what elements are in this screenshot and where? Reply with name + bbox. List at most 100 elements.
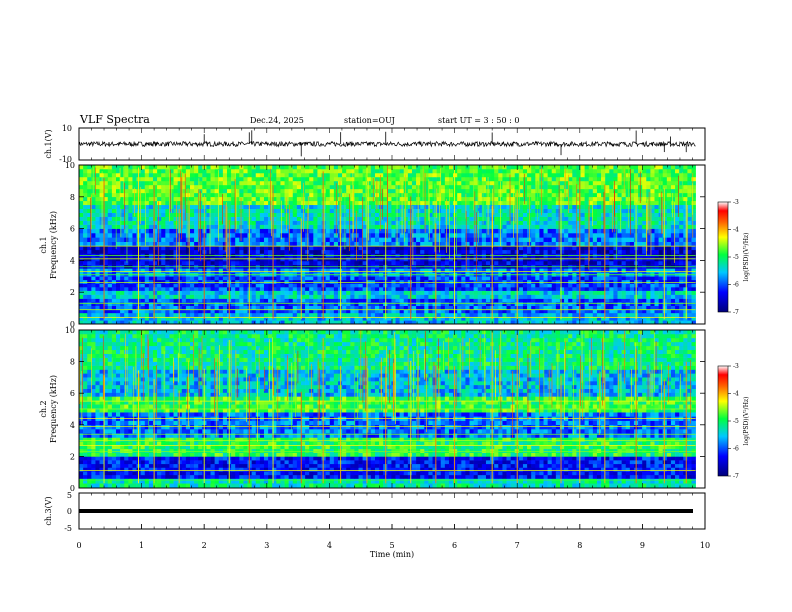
spectrogram-cell	[609, 241, 614, 247]
spectrogram-cell	[391, 312, 396, 317]
spectrogram-cell	[670, 320, 676, 325]
spectrogram-cell	[346, 241, 351, 247]
spectrogram-cell	[333, 309, 339, 314]
spectrogram-cell	[177, 220, 183, 225]
spectrogram-cell	[268, 196, 273, 202]
spectrogram-cell	[177, 305, 183, 310]
spectrogram-cell	[177, 283, 183, 288]
spectrogram-cell	[568, 228, 573, 234]
spectrogram-cell	[305, 232, 310, 238]
spectrogram-cell	[568, 204, 573, 210]
spectrogram-cell	[543, 196, 548, 202]
spectrogram-cell	[675, 279, 680, 284]
spectrogram-cell	[185, 316, 191, 321]
spectrogram-cell	[148, 260, 154, 265]
spectrogram-cell	[181, 309, 187, 314]
spectrogram-cell	[588, 212, 594, 217]
spectrogram-cell	[662, 276, 668, 281]
spectrogram-cell	[428, 279, 433, 284]
spectrogram-cell	[465, 294, 470, 299]
spectrogram-cell	[210, 232, 215, 238]
spectrogram-cell	[576, 287, 581, 291]
spectrogram-cell	[387, 196, 392, 202]
spectrogram-cell	[325, 216, 331, 221]
spectrogram-cell	[547, 312, 553, 317]
spectrogram-cell	[436, 212, 442, 217]
spectrogram-cell	[292, 287, 298, 291]
spectrogram-cell	[547, 309, 553, 314]
spectrogram-cell	[107, 316, 113, 321]
spectrogram-cell	[317, 287, 322, 291]
spectrogram-cell	[444, 237, 450, 243]
spectrogram-cell	[243, 268, 248, 273]
spectrogram-cell	[350, 246, 355, 251]
spectrogram-cell	[165, 241, 170, 247]
spectrogram-cell	[531, 212, 536, 217]
spectrogram-cell	[543, 312, 548, 317]
spectrogram-cell	[79, 260, 84, 265]
spectrogram-cell	[675, 216, 680, 221]
spectrogram-cell	[494, 312, 499, 317]
spectrogram-cell	[79, 208, 84, 213]
spectrogram-cell	[498, 279, 503, 284]
spectrogram-cell	[588, 287, 594, 291]
spectrogram-cell	[259, 257, 265, 262]
spectrogram-cell	[407, 276, 413, 281]
spectrogram-cell	[436, 309, 442, 314]
spectrogram-cell	[691, 232, 696, 238]
spectrogram-cell	[247, 312, 252, 317]
spectrogram-cell	[259, 276, 265, 281]
spectrogram-cell	[465, 257, 470, 262]
spectrogram-cell	[601, 220, 606, 225]
spectrogram-cell	[420, 241, 425, 247]
spectrogram-cell	[337, 298, 343, 303]
spectrogram-cell	[346, 232, 351, 238]
spectrogram-cell	[564, 257, 569, 262]
spectrogram-cell	[609, 268, 614, 273]
spectrogram-cell	[263, 305, 269, 310]
spectrogram-cell	[403, 294, 409, 299]
spectrogram-cell	[605, 312, 610, 317]
spectrogram-cell	[527, 290, 532, 295]
spectrogram-cell	[453, 241, 458, 247]
spectrogram-cell	[165, 249, 170, 254]
spectrogram-cell	[592, 257, 598, 262]
spectrogram-cell	[210, 200, 215, 206]
spectrogram-cell	[687, 276, 692, 281]
spectrogram-cell	[128, 237, 133, 243]
spectrogram-cell	[662, 257, 668, 262]
spectrogram-cell	[165, 196, 170, 202]
spectrogram-cell	[522, 246, 528, 251]
spectrogram-cell	[140, 290, 146, 295]
spectrogram-cell	[559, 298, 565, 303]
spectrogram-cell	[457, 208, 462, 213]
spectrogram-cell	[551, 298, 557, 303]
spectrogram-cell	[638, 320, 643, 325]
spectrogram-cell	[621, 224, 627, 229]
spectrogram-cell	[395, 283, 400, 288]
spectrogram-cell	[621, 302, 627, 307]
spectrogram-cell	[161, 316, 166, 321]
spectrogram-cell	[638, 302, 643, 307]
spectrogram-cell	[539, 279, 544, 284]
spectrogram-cell	[576, 196, 581, 202]
spectrogram-cell	[231, 216, 236, 221]
spectrogram-cell	[152, 279, 158, 284]
spectrogram-cell	[185, 260, 191, 265]
spectrogram-cell	[687, 212, 692, 217]
spectrogram-cell	[407, 196, 413, 202]
spectrogram-cell	[596, 268, 602, 273]
spectrogram-cell	[428, 220, 433, 225]
spectrogram-cell	[99, 298, 104, 303]
spectrogram-cell	[87, 224, 92, 229]
spectrogram-cell	[255, 260, 261, 265]
spectrogram-cell	[272, 309, 277, 314]
spectrogram-cell	[638, 309, 643, 314]
spectrogram-cell	[411, 279, 417, 284]
spectrogram-cell	[99, 309, 104, 314]
spectrogram-cell	[609, 228, 614, 234]
spectrogram-cell	[296, 302, 302, 307]
spectrogram-cell	[263, 204, 269, 210]
spectrogram-cell	[181, 241, 187, 247]
spectrogram-cell	[662, 232, 668, 238]
